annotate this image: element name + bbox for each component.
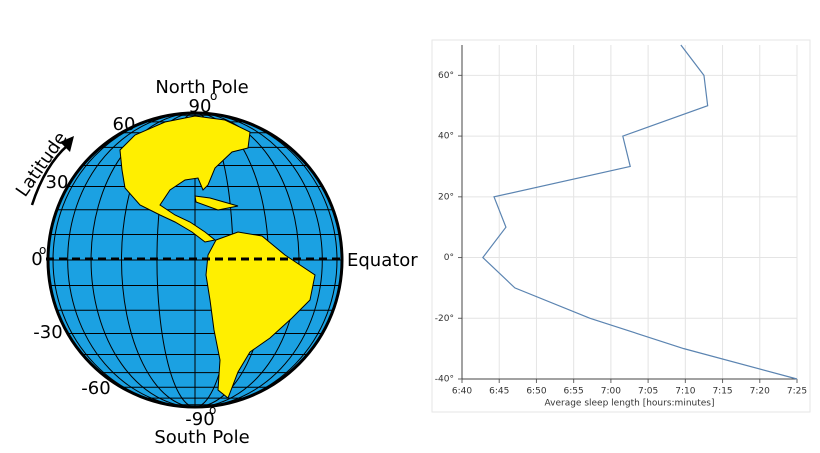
line [482, 44, 798, 380]
arrow-head [60, 136, 74, 152]
chart-panel [431, 39, 811, 413]
lat-label: -60 [81, 378, 110, 399]
lat-label: -90 [185, 409, 214, 430]
lat-label: 30 [46, 172, 69, 193]
x-tick-label: 7:20 [750, 387, 770, 397]
y-tick-label: -40° [435, 375, 454, 385]
x-tick-label: 7:00 [601, 387, 621, 397]
y-tick-label: 0° [444, 253, 454, 263]
x-axis-label: Average sleep length [hours:minutes] [545, 399, 715, 409]
lat-label: 60 [113, 114, 136, 135]
latitude-arrow [30, 144, 69, 206]
caribbean [194, 195, 239, 211]
y-tick-label: -20° [435, 314, 454, 324]
degree-sign: o [209, 403, 216, 417]
x-tick-label: 6:50 [526, 387, 546, 397]
globe-diagram: North Pole South Pole Equator 90 o 60 30… [12, 77, 418, 448]
y-tick-label: 20° [438, 192, 454, 202]
chart: 6:40 6:45 6:50 6:55 7:00 7:05 7:10 7:15 7:20 7:25… [435, 44, 807, 409]
x-tick-label: 7:05 [638, 387, 658, 397]
equator-label: Equator [347, 250, 418, 271]
south-pole-label: South Pole [154, 427, 249, 448]
x-tick-label: 6:45 [489, 387, 509, 397]
lat-label: -30 [33, 322, 62, 343]
lat-label: 0 [31, 249, 42, 270]
degree-sign: o [39, 243, 46, 257]
north-pole-label: North Pole [155, 77, 248, 98]
y-tick-label: 40° [438, 132, 454, 142]
x-tick-label: 7:10 [675, 387, 695, 397]
x-tick-label: 6:40 [452, 387, 472, 397]
north-america [119, 115, 251, 243]
lat-label: 90 [189, 96, 212, 117]
south-america [205, 231, 316, 399]
y-tick-label: 60° [438, 71, 454, 81]
x-tick-label: 6:55 [564, 387, 584, 397]
degree-sign: o [210, 89, 217, 103]
x-tick-label: 7:15 [712, 387, 732, 397]
x-tick-label: 7:25 [787, 387, 807, 397]
